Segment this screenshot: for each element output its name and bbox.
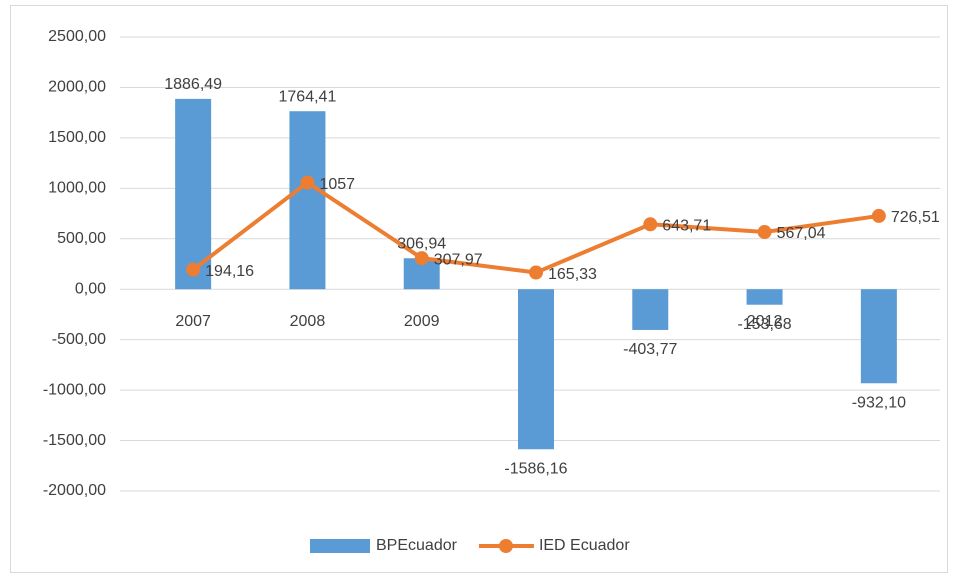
data-label: 1886,49 xyxy=(164,76,222,93)
y-tick-label: -1500,00 xyxy=(43,432,106,449)
y-tick-label: 1500,00 xyxy=(48,129,106,146)
x-tick-label: 2008 xyxy=(290,313,326,330)
data-label: 194,16 xyxy=(205,263,254,280)
x-tick-label: 2009 xyxy=(404,313,440,330)
data-label: 567,04 xyxy=(777,225,826,242)
bar xyxy=(175,98,212,290)
data-label: 307,97 xyxy=(434,251,483,268)
bar xyxy=(860,289,897,384)
data-label: -153,68 xyxy=(737,316,791,333)
x-tick-label: 2012 xyxy=(747,313,783,330)
bar xyxy=(632,289,669,330)
data-label: 165,33 xyxy=(548,266,597,283)
bar xyxy=(518,289,554,450)
legend-swatch xyxy=(310,539,370,553)
y-tick-label: -2000,00 xyxy=(43,482,106,499)
data-label: 726,51 xyxy=(891,209,940,226)
y-tick-label: 2500,00 xyxy=(48,28,106,45)
line-marker xyxy=(871,208,886,223)
y-tick-label: -500,00 xyxy=(52,331,106,348)
legend-swatch-marker xyxy=(498,539,513,553)
y-tick-label: 500,00 xyxy=(57,230,106,247)
y-tick-label: 0,00 xyxy=(75,280,106,297)
data-label: -1586,16 xyxy=(504,460,567,477)
bar xyxy=(289,111,326,290)
line-marker xyxy=(757,225,772,240)
line-marker xyxy=(529,265,543,280)
data-label: 1764,41 xyxy=(279,88,337,105)
legend-label: BPEcuador xyxy=(376,537,458,554)
y-tick-label: -1000,00 xyxy=(43,381,106,398)
line-marker xyxy=(300,175,315,190)
x-tick-label: 2007 xyxy=(175,313,211,330)
legend-label: IED Ecuador xyxy=(539,537,630,554)
line-marker xyxy=(186,262,201,277)
data-label: -403,77 xyxy=(623,341,677,358)
y-tick-label: 1000,00 xyxy=(48,180,106,197)
bar xyxy=(746,289,783,305)
line-marker xyxy=(643,217,658,232)
line-marker xyxy=(414,251,429,266)
data-label: 306,94 xyxy=(397,235,446,252)
data-label: 643,71 xyxy=(662,217,711,234)
data-label: 1057 xyxy=(319,176,355,193)
y-tick-label: 2000,00 xyxy=(48,79,106,96)
data-label: -932,10 xyxy=(852,394,906,411)
